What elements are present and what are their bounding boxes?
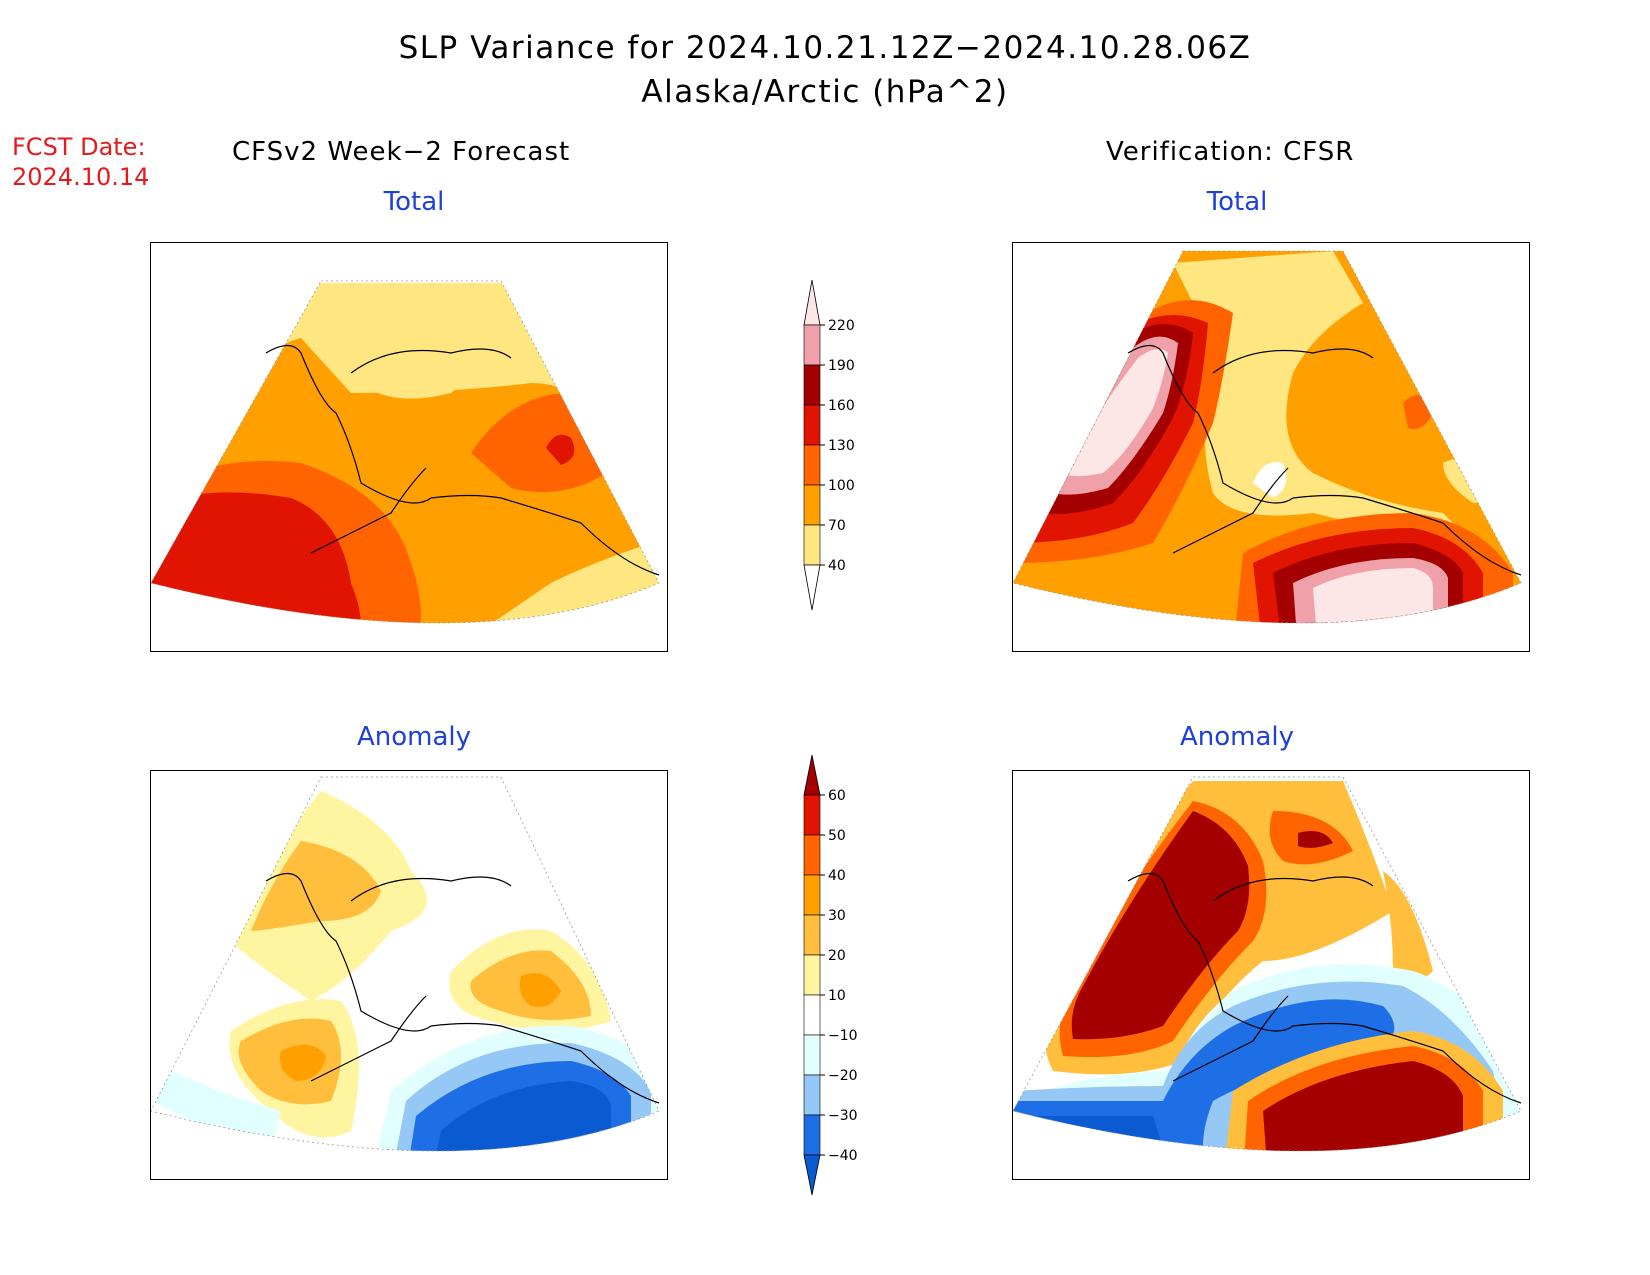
colorbar-tick-label: −20	[828, 1068, 858, 1084]
colorbar-tick-label: 190	[828, 358, 855, 374]
colorbar-tick-label: 220	[828, 318, 855, 334]
colorbar-segment	[803, 1154, 821, 1196]
colorbar-segment	[803, 404, 821, 446]
forecast-total-map	[150, 242, 668, 652]
left-column-header: CFSv2 Week−2 Forecast	[232, 137, 571, 167]
colorbar-segment	[803, 834, 821, 876]
colorbar-tick-label: 20	[828, 948, 846, 964]
colorbar-segment	[803, 484, 821, 526]
colorbar-tick-label: 40	[828, 868, 846, 884]
fcst-date-label: FCST Date:	[12, 133, 146, 161]
colorbar-segment	[803, 364, 821, 406]
forecast-anomaly-map	[150, 770, 668, 1180]
colorbar-segment	[803, 1074, 821, 1116]
colorbar-tick-label: 10	[828, 988, 846, 1004]
colorbar-segment	[803, 914, 821, 956]
fcst-date-value: 2024.10.14	[12, 163, 150, 191]
colorbar-tick-label: −40	[828, 1148, 858, 1164]
colorbar-tick-label: 70	[828, 518, 846, 534]
main-title: SLP Variance for 2024.10.21.12Z−2024.10.…	[398, 30, 1252, 66]
colorbar-tick-label: 60	[828, 788, 846, 804]
anomaly-colorbar: −40 −30 −20 −10 10 20 30 40 50 60	[803, 754, 858, 1196]
colorbar-segment	[803, 280, 821, 326]
colorbar-segment	[803, 444, 821, 486]
verif-total-label: Total	[1206, 187, 1268, 217]
colorbar-tick-label: 40	[828, 558, 846, 574]
colorbar-segment	[803, 794, 821, 836]
colorbar-segment	[803, 524, 821, 566]
verif-total-map	[1012, 242, 1530, 652]
colorbar-segment	[803, 1034, 821, 1076]
colorbar-segment	[803, 754, 821, 796]
forecast-total-label: Total	[383, 187, 445, 217]
verif-anomaly-label: Anomaly	[1179, 722, 1295, 752]
colorbar-tick-label: 100	[828, 478, 855, 494]
colorbar-tick-label: 30	[828, 908, 846, 924]
colorbar-tick-label: 50	[828, 828, 846, 844]
colorbar-segment	[803, 994, 821, 1036]
colorbar-segment	[803, 954, 821, 996]
right-column-header: Verification: CFSR	[1106, 137, 1355, 167]
verif-anomaly-map	[1012, 770, 1530, 1180]
forecast-anomaly-label: Anomaly	[356, 722, 472, 752]
total-colorbar: 40 70 100 130 160 190 220	[803, 280, 855, 611]
colorbar-segment	[803, 874, 821, 916]
colorbar-tick-label: −10	[828, 1028, 858, 1044]
sub-title: Alaska/Arctic (hPa^2)	[641, 74, 1009, 110]
colorbar-segment	[803, 564, 821, 611]
colorbar-segment	[803, 1114, 821, 1156]
colorbar-tick-label: 130	[828, 438, 855, 454]
colorbar-tick-label: 160	[828, 398, 855, 414]
colorbar-segment	[803, 324, 821, 366]
colorbar-tick-label: −30	[828, 1108, 858, 1124]
